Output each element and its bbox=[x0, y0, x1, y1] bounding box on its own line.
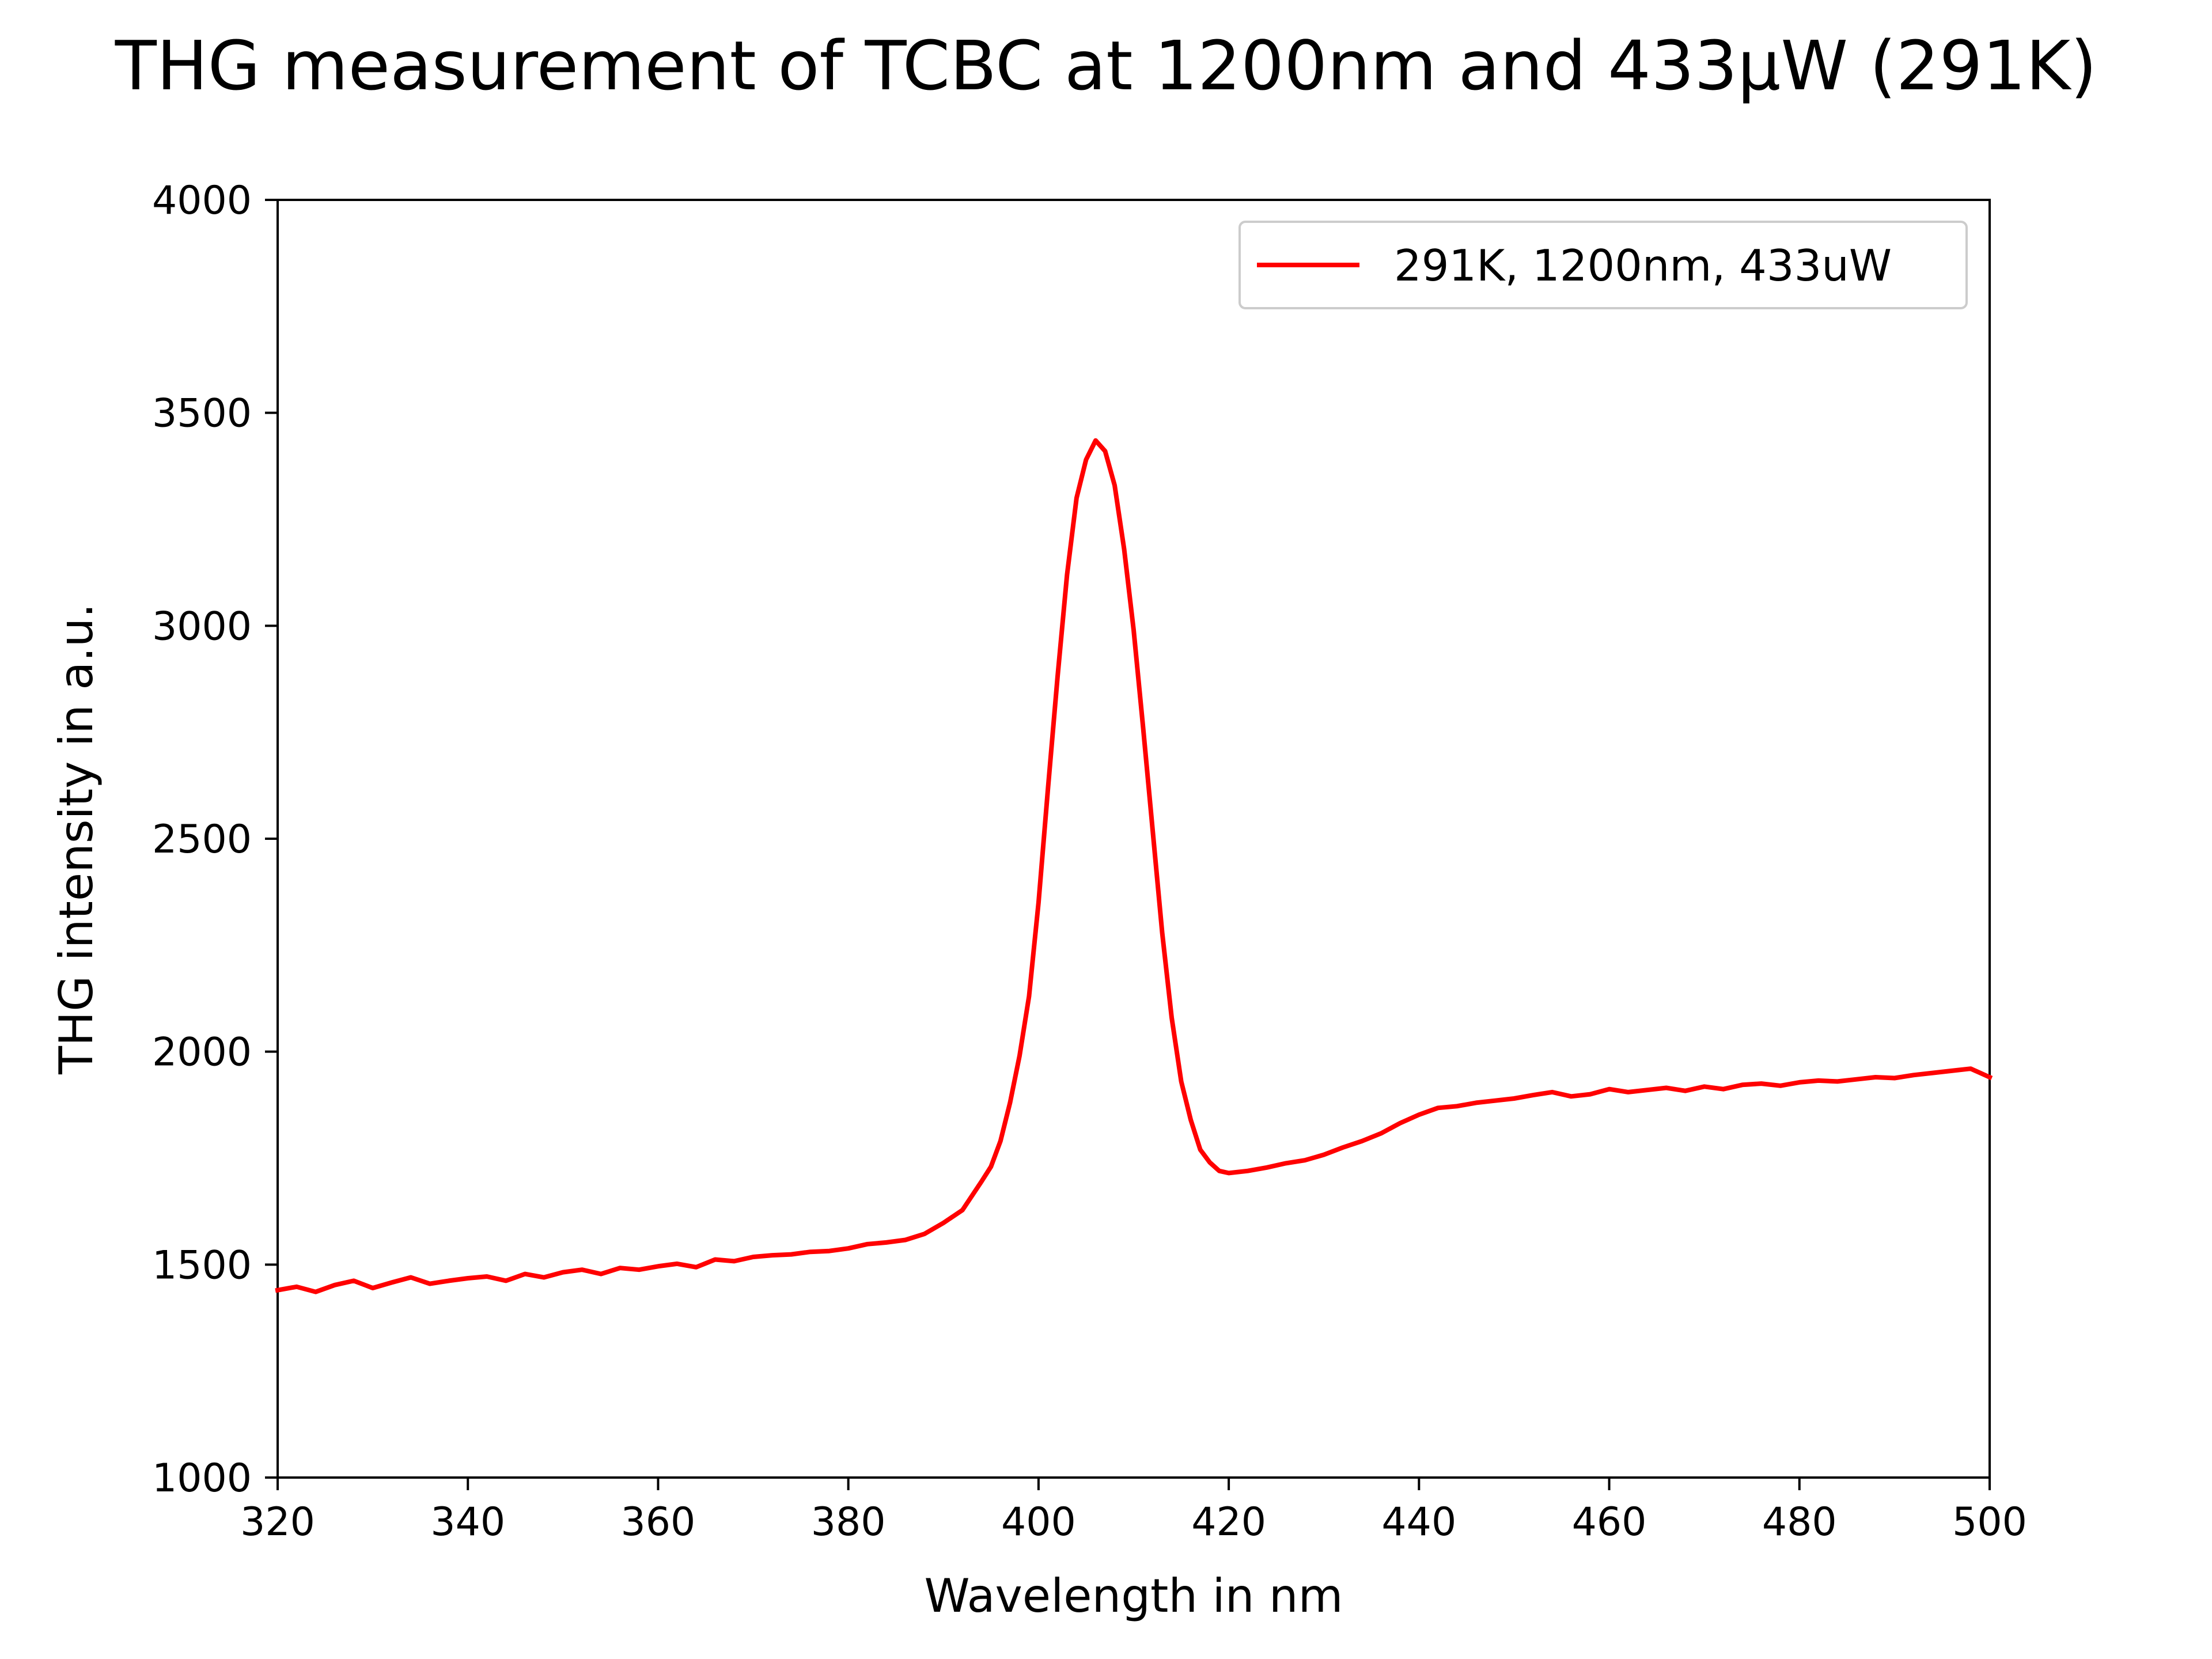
y-tick-label: 1500 bbox=[152, 1243, 252, 1288]
y-tick-label: 2000 bbox=[152, 1030, 252, 1075]
y-tick-label: 3500 bbox=[152, 391, 252, 437]
y-tick-label: 4000 bbox=[152, 178, 252, 224]
y-axis-title: THG intensity in a.u. bbox=[50, 603, 103, 1075]
x-tick-label: 480 bbox=[1762, 1499, 1837, 1545]
x-tick-label: 360 bbox=[621, 1499, 696, 1545]
x-tick-label: 460 bbox=[1572, 1499, 1647, 1545]
legend: 291K, 1200nm, 433uW bbox=[1238, 221, 1968, 309]
legend-box bbox=[1238, 221, 1968, 309]
x-axis: 320 340 360 380 400 420 440 460 480 500 bbox=[240, 1478, 2027, 1545]
x-tick-label: 500 bbox=[1952, 1499, 2027, 1545]
y-tick-label: 2500 bbox=[152, 817, 252, 862]
y-axis: 1000 1500 2000 2500 3000 3500 4000 bbox=[152, 178, 278, 1501]
x-tick-label: 380 bbox=[811, 1499, 886, 1545]
series-layer bbox=[275, 438, 1993, 1294]
x-tick-label: 340 bbox=[430, 1499, 505, 1545]
x-tick-label: 320 bbox=[240, 1499, 315, 1545]
y-tick-label: 1000 bbox=[152, 1456, 252, 1501]
x-tick-label: 420 bbox=[1191, 1499, 1266, 1545]
plot-area: 320 340 360 380 400 420 440 460 480 500 1000 1500 2… bbox=[152, 178, 2027, 1545]
plot-frame bbox=[276, 199, 1991, 1479]
series-line-0 bbox=[275, 438, 1993, 1294]
x-tick-label: 440 bbox=[1381, 1499, 1456, 1545]
chart-title: THG measurement of TCBC at 1200nm and 43… bbox=[115, 26, 2097, 105]
x-axis-title: Wavelength in nm bbox=[925, 1569, 1343, 1623]
y-tick-label: 3000 bbox=[152, 604, 252, 649]
x-tick-label: 400 bbox=[1001, 1499, 1076, 1545]
legend-label: 291K, 1200nm, 433uW bbox=[1394, 240, 1892, 291]
